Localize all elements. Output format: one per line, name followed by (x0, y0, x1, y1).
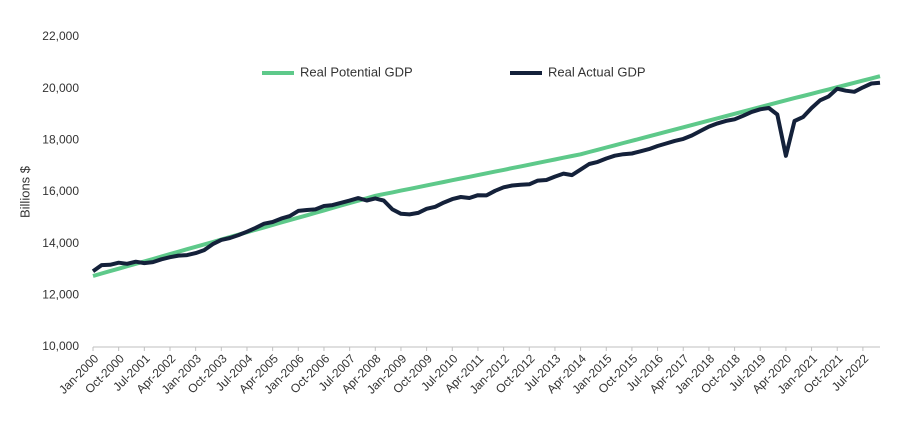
y-tick-label: 20,000 (42, 81, 79, 95)
y-axis-label: Billions $ (17, 165, 32, 218)
legend-label: Real Potential GDP (300, 64, 413, 79)
y-tick-label: 22,000 (42, 29, 79, 43)
legend-label: Real Actual GDP (548, 64, 646, 79)
y-tick-label: 16,000 (42, 184, 79, 198)
y-tick-label: 12,000 (42, 288, 79, 302)
y-tick-label: 10,000 (42, 339, 79, 353)
y-tick-label: 14,000 (42, 236, 79, 250)
series-line (91, 80, 881, 273)
y-tick-label: 18,000 (42, 133, 79, 147)
